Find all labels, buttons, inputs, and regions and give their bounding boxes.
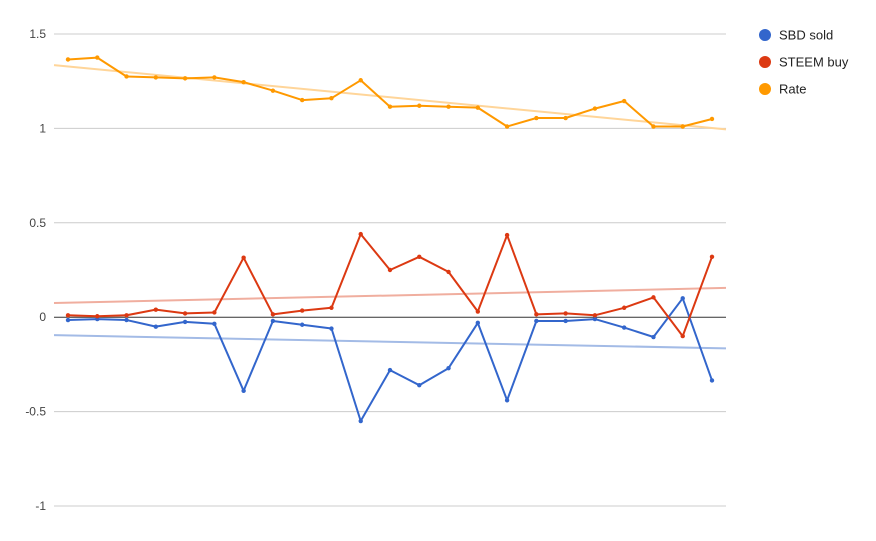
series-rate — [65, 55, 715, 129]
data-point-steem-buy[interactable] — [621, 305, 627, 310]
data-point-steem-buy[interactable] — [241, 255, 246, 260]
legend-item[interactable]: Rate — [759, 82, 806, 97]
data-point-steem-buy[interactable] — [182, 311, 188, 316]
data-point-sbd-sold[interactable] — [651, 334, 656, 340]
legend-item[interactable]: STEEM buy — [759, 55, 849, 70]
y-tick-label: 0.5 — [29, 216, 46, 230]
data-point-sbd-sold[interactable] — [212, 321, 217, 327]
data-point-rate[interactable] — [446, 104, 451, 109]
y-axis-tick-labels: 1.5 1 0.5 0 -0.5 -1 — [25, 27, 46, 513]
data-point-sbd-sold[interactable] — [504, 398, 510, 403]
data-point-rate[interactable] — [182, 76, 188, 81]
series-steem-buy — [65, 231, 715, 339]
data-point-steem-buy[interactable] — [446, 269, 451, 275]
trendlines — [53, 64, 727, 350]
data-point-rate[interactable] — [680, 124, 685, 129]
y-tick-label: -0.5 — [25, 405, 46, 419]
data-point-rate[interactable] — [504, 124, 510, 129]
data-point-sbd-sold[interactable] — [387, 367, 393, 373]
legend-swatch-icon — [759, 83, 771, 95]
data-point-steem-buy[interactable] — [417, 254, 422, 259]
data-point-sbd-sold[interactable] — [563, 318, 568, 324]
series-line-rate — [67, 56, 713, 128]
data-point-rate[interactable] — [299, 97, 305, 103]
data-point-sbd-sold[interactable] — [241, 388, 246, 394]
trendline-sbd-sold — [53, 334, 727, 350]
trendline-rate — [53, 64, 727, 131]
data-point-sbd-sold[interactable] — [124, 317, 129, 323]
data-point-steem-buy[interactable] — [358, 231, 363, 237]
data-point-sbd-sold[interactable] — [709, 378, 715, 383]
legend-swatch-icon — [759, 29, 771, 41]
y-tick-label: 0 — [39, 310, 46, 324]
data-point-sbd-sold[interactable] — [446, 365, 451, 371]
data-point-sbd-sold[interactable] — [270, 318, 276, 324]
data-point-steem-buy[interactable] — [124, 313, 129, 318]
data-point-steem-buy[interactable] — [299, 308, 305, 313]
series-line-steem-buy — [67, 233, 713, 338]
data-point-rate[interactable] — [270, 88, 276, 93]
data-point-steem-buy[interactable] — [592, 313, 598, 318]
data-point-sbd-sold[interactable] — [680, 296, 685, 301]
data-point-sbd-sold[interactable] — [592, 316, 598, 322]
data-point-steem-buy[interactable] — [534, 312, 539, 317]
data-point-steem-buy[interactable] — [153, 307, 159, 312]
data-point-rate[interactable] — [65, 57, 71, 62]
data-point-steem-buy[interactable] — [329, 305, 334, 310]
series-lines — [65, 55, 715, 424]
data-point-rate[interactable] — [95, 55, 100, 60]
legend-label: STEEM buy — [779, 55, 849, 70]
series-sbd-sold — [65, 296, 715, 424]
data-point-steem-buy[interactable] — [95, 314, 100, 319]
legend-label: Rate — [779, 82, 806, 97]
y-tick-label: 1.5 — [29, 27, 46, 41]
trendline-steem-buy — [53, 286, 727, 305]
data-point-steem-buy[interactable] — [651, 295, 656, 300]
data-point-sbd-sold[interactable] — [153, 324, 159, 329]
data-point-sbd-sold[interactable] — [329, 326, 334, 331]
data-point-steem-buy[interactable] — [709, 254, 715, 259]
data-point-rate[interactable] — [709, 116, 715, 122]
data-point-rate[interactable] — [329, 95, 334, 101]
legend-item[interactable]: SBD sold — [759, 28, 833, 43]
data-point-rate[interactable] — [592, 106, 598, 111]
legend-swatch-icon — [759, 56, 771, 68]
data-point-steem-buy[interactable] — [563, 311, 568, 316]
data-point-rate[interactable] — [417, 103, 422, 108]
data-point-rate[interactable] — [387, 104, 393, 109]
data-point-rate[interactable] — [621, 98, 627, 104]
data-point-sbd-sold[interactable] — [299, 322, 305, 327]
data-point-sbd-sold[interactable] — [417, 382, 422, 388]
data-point-steem-buy[interactable] — [504, 232, 510, 238]
data-point-rate[interactable] — [124, 74, 129, 79]
data-point-sbd-sold[interactable] — [65, 317, 71, 323]
data-point-rate[interactable] — [212, 75, 217, 80]
legend: SBD sold STEEM buy Rate — [759, 28, 849, 97]
data-point-sbd-sold[interactable] — [358, 418, 363, 424]
gridlines — [54, 33, 726, 507]
data-point-rate[interactable] — [475, 105, 481, 110]
data-point-steem-buy[interactable] — [212, 310, 217, 315]
data-point-sbd-sold[interactable] — [475, 320, 481, 326]
data-point-steem-buy[interactable] — [65, 313, 71, 318]
data-point-sbd-sold[interactable] — [621, 325, 627, 330]
data-point-rate[interactable] — [651, 124, 656, 129]
data-point-steem-buy[interactable] — [387, 267, 393, 273]
data-point-rate[interactable] — [534, 115, 539, 121]
data-point-sbd-sold[interactable] — [182, 319, 188, 325]
data-point-steem-buy[interactable] — [475, 309, 481, 314]
data-point-rate[interactable] — [153, 75, 159, 80]
data-point-rate[interactable] — [241, 79, 246, 85]
y-tick-label: 1 — [39, 121, 46, 135]
data-point-rate[interactable] — [358, 78, 363, 83]
data-point-rate[interactable] — [563, 115, 568, 121]
data-point-steem-buy[interactable] — [680, 333, 685, 339]
y-tick-label: -1 — [35, 499, 46, 513]
data-point-steem-buy[interactable] — [270, 312, 276, 317]
legend-label: SBD sold — [779, 28, 833, 43]
data-point-sbd-sold[interactable] — [534, 318, 539, 324]
